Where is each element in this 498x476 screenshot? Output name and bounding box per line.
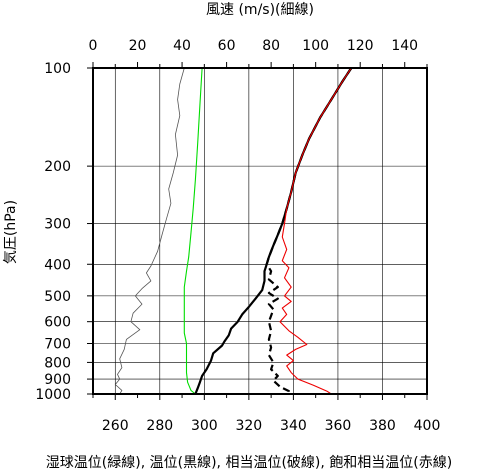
x-axis-label: 湿球温位(緑線), 温位(黒線), 相当温位(破線), 飽和相当温位(赤線) (46, 454, 452, 471)
x-top-tick-label: 20 (129, 38, 147, 54)
y-tick-label: 100 (44, 61, 71, 77)
chart-title: 風速 (m/s)(細線) (206, 2, 314, 18)
x-top-tick-label: 40 (173, 38, 191, 54)
x-bottom-tick-label: 400 (414, 418, 441, 434)
x-bottom-tick-label: 280 (146, 418, 173, 434)
y-tick-label: 800 (44, 355, 71, 371)
y-tick-label: 300 (44, 217, 71, 233)
x-bottom-tick-label: 300 (191, 418, 218, 434)
x-bottom-tick-label: 360 (325, 418, 352, 434)
series-line-wind (114, 67, 185, 395)
series-layer (114, 67, 353, 395)
plot-frame (92, 67, 428, 395)
y-tick-label: 700 (44, 337, 71, 353)
x-top-tick-label: 80 (262, 38, 280, 54)
y-tick-label: 900 (44, 372, 71, 388)
series-line-theta_es (279, 67, 352, 395)
x-bottom-tick-label: 380 (369, 418, 396, 434)
grid (93, 67, 428, 395)
x-top-tick-label: 0 (89, 38, 98, 54)
y-tick-label: 600 (44, 315, 71, 331)
y-tick-label: 200 (44, 159, 71, 175)
x-top-tick-label: 140 (391, 38, 418, 54)
axis-ticks: 260 280 300 320 340 360 380 400 0 20 40 60 80 100 120 1… (35, 38, 440, 434)
series-line-theta (194, 67, 353, 395)
y-axis-label: 気圧(hPa) (3, 200, 19, 264)
x-top-tick-label: 60 (218, 38, 236, 54)
y-tick-label: 400 (44, 257, 71, 273)
x-bottom-tick-label: 320 (235, 418, 262, 434)
series-line-theta_e (265, 67, 353, 394)
y-tick-label: 500 (44, 289, 71, 305)
x-bottom-tick-label: 260 (102, 418, 129, 434)
series-line-wet_bulb_theta (183, 67, 203, 395)
x-top-tick-label: 100 (302, 38, 329, 54)
x-bottom-tick-label: 340 (280, 418, 307, 434)
x-top-tick-label: 120 (347, 38, 374, 54)
y-tick-label: 1000 (35, 387, 71, 403)
